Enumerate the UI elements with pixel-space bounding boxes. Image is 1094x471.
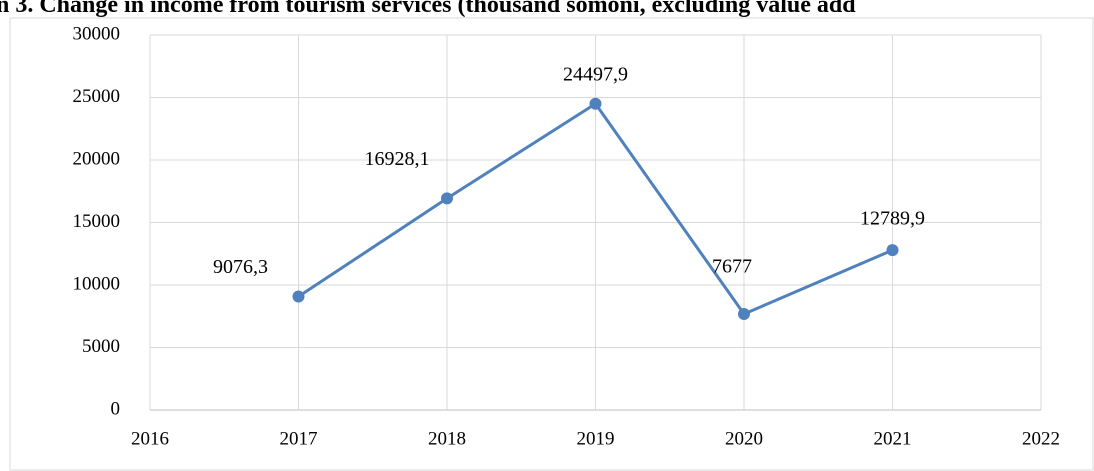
x-tick-label: 2020 [725, 428, 763, 449]
x-tick-label: 2019 [577, 428, 615, 449]
x-tick-label: 2016 [131, 428, 169, 449]
chart-title: n 3. Change in income from tourism servi… [0, 0, 856, 18]
data-point [886, 244, 899, 257]
x-tick-label: 2017 [280, 428, 318, 449]
y-tick-label: 15000 [73, 211, 121, 232]
data-point [589, 97, 602, 110]
data-point [738, 308, 750, 321]
x-tick-label: 2022 [1022, 428, 1060, 449]
data-label: 9076,3 [213, 256, 268, 278]
data-point [441, 192, 453, 205]
y-tick-label: 0 [111, 398, 121, 419]
x-tick-label: 2021 [874, 428, 912, 449]
data-label: 24497,9 [563, 63, 628, 85]
data-label: 12789,9 [860, 208, 925, 230]
data-point [292, 290, 305, 303]
data-label: 7677 [712, 256, 752, 278]
data-label: 16928,1 [365, 148, 430, 170]
y-tick-label: 20000 [73, 148, 121, 169]
y-tick-label: 25000 [73, 86, 121, 107]
chart-frame [9, 17, 1094, 471]
x-tick-label: 2018 [428, 428, 466, 449]
y-tick-label: 5000 [82, 336, 120, 357]
y-tick-label: 10000 [73, 273, 121, 294]
y-tick-label: 30000 [73, 23, 121, 44]
